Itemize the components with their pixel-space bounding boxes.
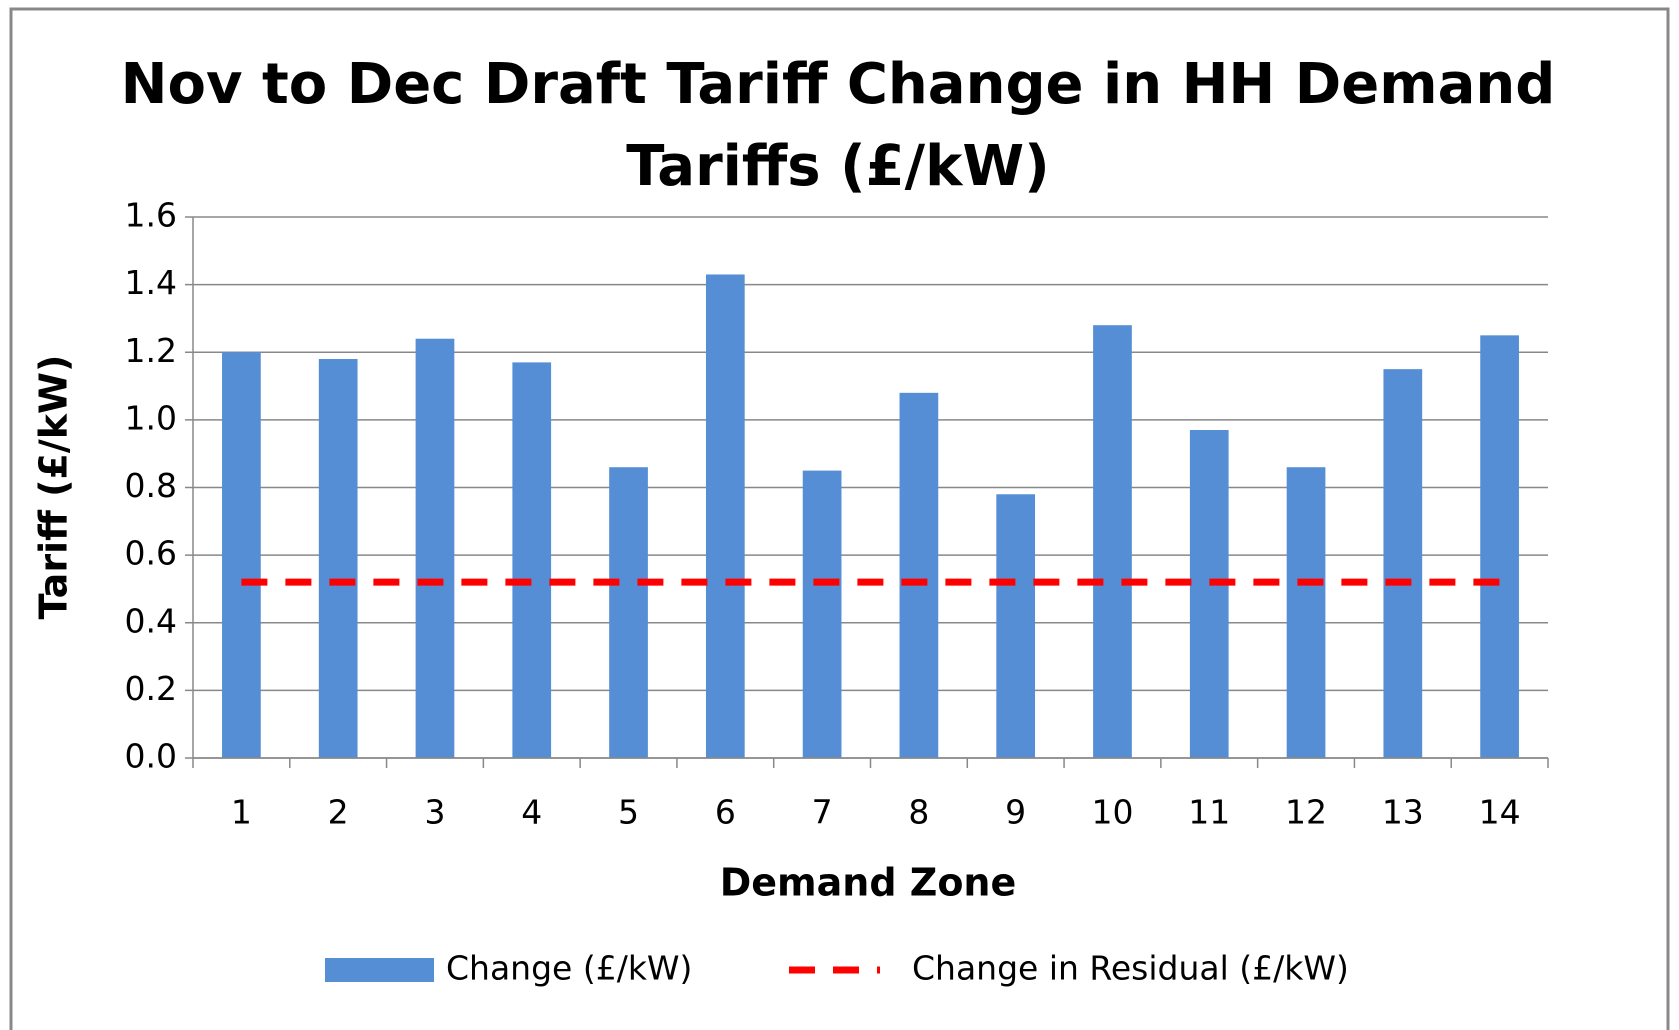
y-tick-label: 0.4 <box>125 601 177 640</box>
y-tick-label: 0.0 <box>125 737 177 776</box>
chart-title: Nov to Dec Draft Tariff Change in HH Dem… <box>121 52 1556 117</box>
x-tick-label: 4 <box>521 793 542 832</box>
chart-title: Tariffs (£/kW) <box>626 134 1049 199</box>
bar <box>609 467 648 758</box>
x-tick-label: 6 <box>715 793 736 832</box>
x-tick-label: 2 <box>328 793 349 832</box>
x-tick-label: 7 <box>812 793 833 832</box>
y-tick-label: 1.4 <box>125 263 177 302</box>
bar <box>1093 325 1132 758</box>
legend-label: Change (£/kW) <box>446 949 692 988</box>
bar <box>899 392 939 758</box>
bar <box>996 494 1036 758</box>
x-tick-label: 3 <box>424 793 445 832</box>
x-tick-label: 5 <box>618 793 639 832</box>
legend-label: Change in Residual (£/kW) <box>912 949 1349 988</box>
bar <box>1480 335 1519 758</box>
bar <box>1383 369 1423 758</box>
y-tick-label: 1.2 <box>125 331 177 370</box>
y-tick-label: 1.0 <box>125 398 177 437</box>
x-tick-label: 10 <box>1091 793 1133 832</box>
bar <box>222 352 261 758</box>
bar <box>1189 430 1229 758</box>
x-tick-label: 14 <box>1479 793 1521 832</box>
bar <box>802 470 842 758</box>
x-tick-label: 1 <box>231 793 252 832</box>
x-tick-label: 13 <box>1382 793 1424 832</box>
y-tick-label: 0.6 <box>125 534 177 573</box>
bar <box>512 362 552 758</box>
x-tick-label: 11 <box>1188 793 1230 832</box>
bar <box>415 338 455 758</box>
y-tick-label: 0.8 <box>125 466 177 505</box>
legend-swatch <box>325 958 434 982</box>
x-tick-label: 12 <box>1285 793 1327 832</box>
y-axis-title: Tariff (£/kW) <box>32 355 76 620</box>
y-tick-label: 1.6 <box>125 196 177 235</box>
y-tick-label: 0.2 <box>125 669 177 708</box>
bar <box>318 359 358 758</box>
bar <box>705 274 745 758</box>
x-axis-title: Demand Zone <box>720 861 1017 905</box>
bar <box>1286 467 1326 758</box>
x-tick-label: 9 <box>1005 793 1026 832</box>
x-tick-label: 8 <box>908 793 929 832</box>
